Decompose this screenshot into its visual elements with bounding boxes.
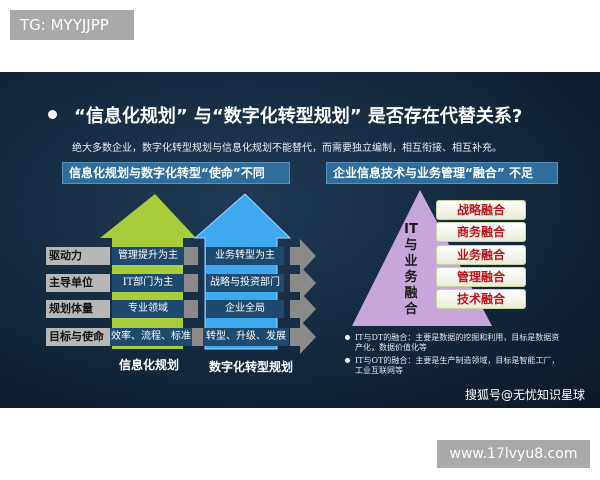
row-label: 驱动力 bbox=[46, 247, 110, 265]
digital-cell: 业务转型为主 bbox=[206, 247, 284, 265]
fusion-box: 战略融合 bbox=[436, 200, 526, 220]
slide-title: “信息化规划” 与“数字化转型规划” 是否存在代替关系? bbox=[74, 106, 523, 127]
gray-row-arrows bbox=[290, 239, 316, 354]
row-label: 目标与使命 bbox=[46, 328, 110, 346]
blue-arrow bbox=[193, 193, 292, 350]
site-label: www.17lvyu8.com bbox=[437, 440, 590, 468]
fusion-box: 技术融合 bbox=[436, 289, 526, 309]
digital-plan-label: 数字化转型规划 bbox=[209, 360, 294, 374]
row-connector bbox=[184, 274, 198, 292]
pyramid-label: IT与业务融合 bbox=[404, 222, 418, 317]
info-plan-label: 信息化规划 bbox=[119, 358, 180, 372]
row-connector bbox=[190, 328, 204, 346]
fusion-box: 业务融合 bbox=[436, 245, 526, 265]
watermark: 搜狐号@无忧知识星球 bbox=[465, 388, 586, 402]
slide: “信息化规划” 与“数字化转型规划” 是否存在代替关系? 绝大多数企业，数字化转… bbox=[0, 72, 600, 408]
bullet-item: IT与DT的融合：主要是数据的挖掘和利用，目标是数据资产化，数据价值化等 bbox=[345, 333, 560, 353]
green-arrow bbox=[100, 194, 196, 349]
row-connector bbox=[184, 247, 198, 265]
info-cell: IT部门为主 bbox=[112, 274, 184, 292]
digital-cell: 战略与投资部门 bbox=[206, 274, 284, 292]
digital-cell: 转型、升级、发展 bbox=[203, 328, 289, 346]
row-connector bbox=[184, 300, 198, 318]
tag-label: TG: MYYJJPP bbox=[10, 10, 134, 40]
digital-cell: 企业全局 bbox=[206, 300, 284, 318]
slide-subtitle: 绝大多数企业，数字化转型规划与信息化规划不能替代，而需要独立编制，相互衔接、相互… bbox=[72, 143, 502, 154]
bullet-icon bbox=[48, 110, 57, 119]
right-banner: 企业信息技术与业务管理“融合” 不足 bbox=[326, 162, 558, 184]
bullet-item: IT与OT的融合：主要是生产制造领域，目标是智能工厂，工业互联网等 bbox=[345, 356, 560, 376]
info-cell: 效率、流程、标准 bbox=[110, 328, 192, 346]
row-label: 主导单位 bbox=[46, 274, 110, 292]
arrows-graphic bbox=[100, 193, 316, 354]
info-cell: 管理提升为主 bbox=[112, 247, 184, 265]
left-banner: 信息化规划与数字化转型“使命”不同 bbox=[62, 162, 290, 184]
row-label: 规划体量 bbox=[46, 300, 110, 318]
fusion-box: 商务融合 bbox=[436, 222, 526, 242]
info-cell: 专业领域 bbox=[112, 300, 184, 318]
fusion-box: 管理融合 bbox=[436, 267, 526, 287]
